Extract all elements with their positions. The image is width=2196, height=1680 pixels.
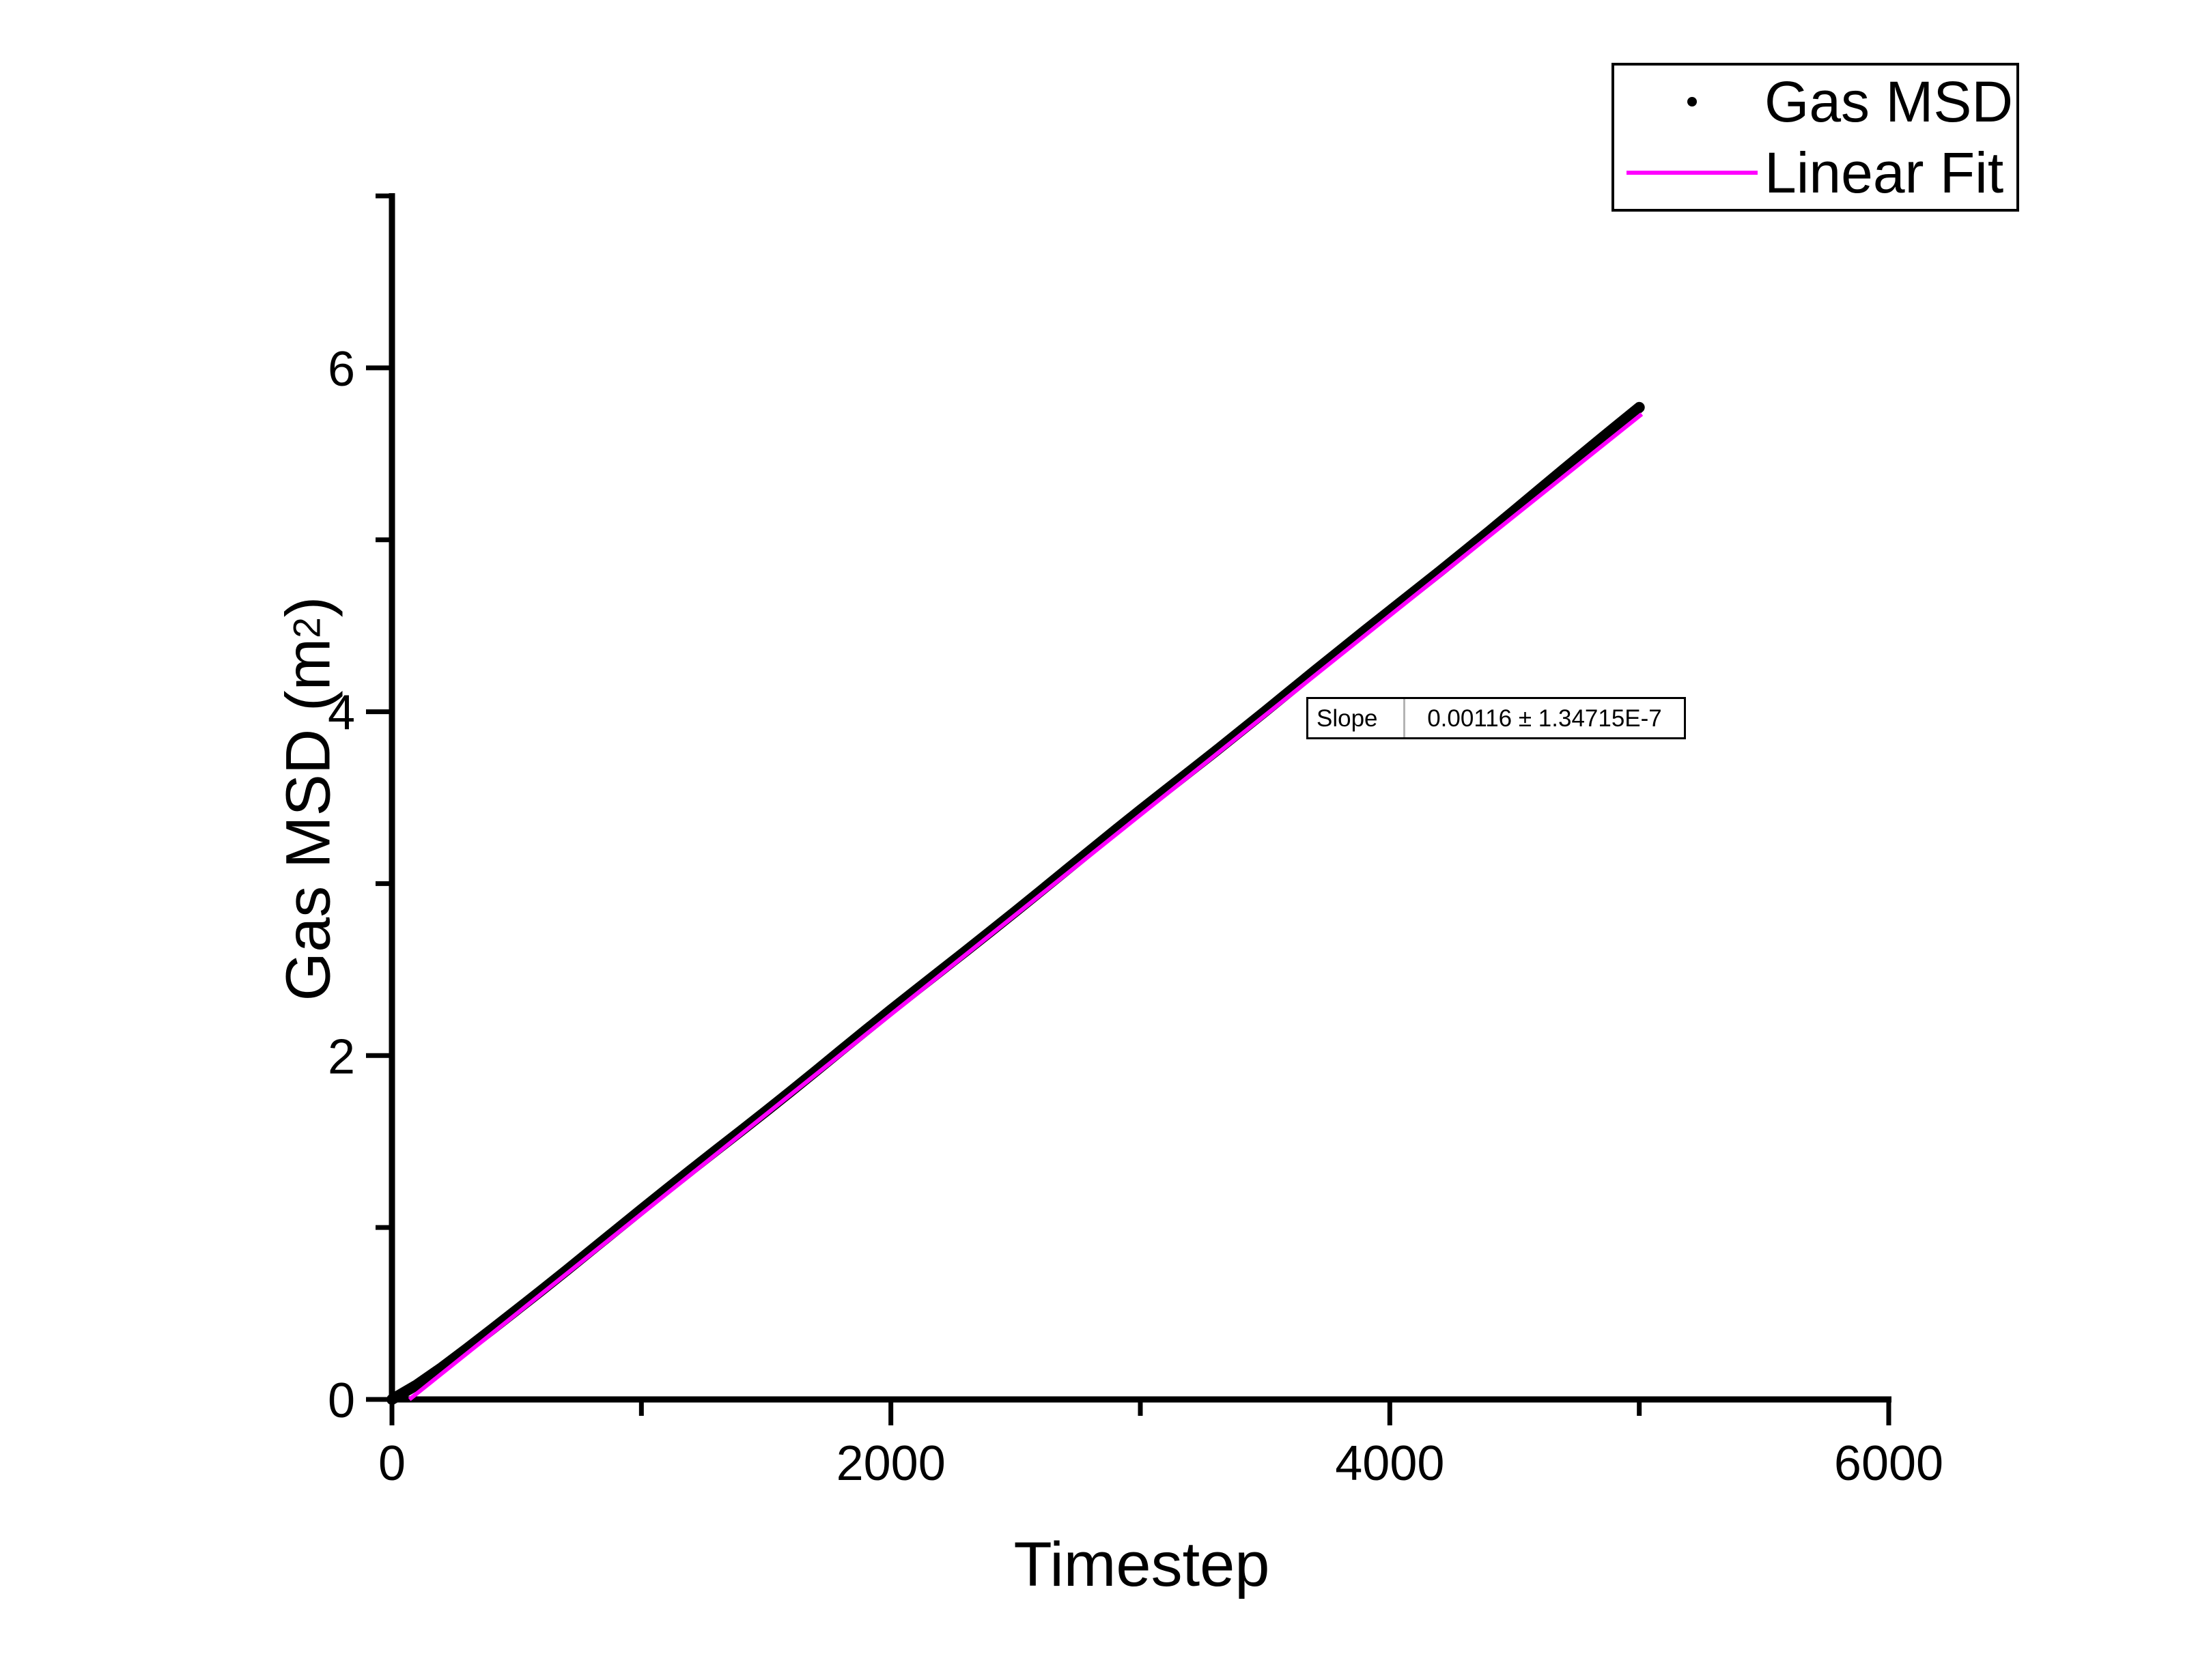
slope-annotation-table: Slope 0.00116 ± 1.34715E-7 (1306, 697, 1686, 739)
x-tick-label: 0 (378, 1436, 406, 1491)
x-tick-label: 2000 (836, 1436, 946, 1491)
y-axis-title-text: Gas MSD (m (273, 638, 343, 1001)
x-tick-label: 4000 (1335, 1436, 1444, 1491)
y-axis-title: Gas MSD (m2) (273, 597, 345, 1001)
legend-entry-gas-msd: Gas MSD (1614, 68, 2016, 136)
slope-row-value: 0.00116 ± 1.34715E-7 (1427, 704, 1662, 732)
y-axis-title-superscript: 2 (285, 617, 328, 638)
gas-msd-data-series (386, 401, 1645, 1405)
x-tick-label: 6000 (1834, 1436, 1943, 1491)
legend-box: Gas MSD Linear Fit (1611, 63, 2019, 212)
x-axis-title: Timestep (1013, 1530, 1270, 1599)
line-marker-icon (1627, 170, 1758, 175)
slope-row-label: Slope (1317, 704, 1378, 732)
y-axis-title-close: ) (273, 596, 343, 618)
y-tick-label: 6 (328, 342, 355, 397)
legend-label-gas-msd: Gas MSD (1764, 70, 2014, 134)
y-tick-label: 4 (328, 686, 355, 741)
y-tick-label: 0 (328, 1373, 355, 1428)
legend-entry-linear-fit: Linear Fit (1614, 139, 2016, 207)
scatter-marker-icon (1687, 97, 1697, 107)
y-tick-label: 2 (328, 1029, 355, 1084)
legend-label-linear-fit: Linear Fit (1764, 140, 2004, 205)
linear-fit-line (408, 412, 1644, 1401)
